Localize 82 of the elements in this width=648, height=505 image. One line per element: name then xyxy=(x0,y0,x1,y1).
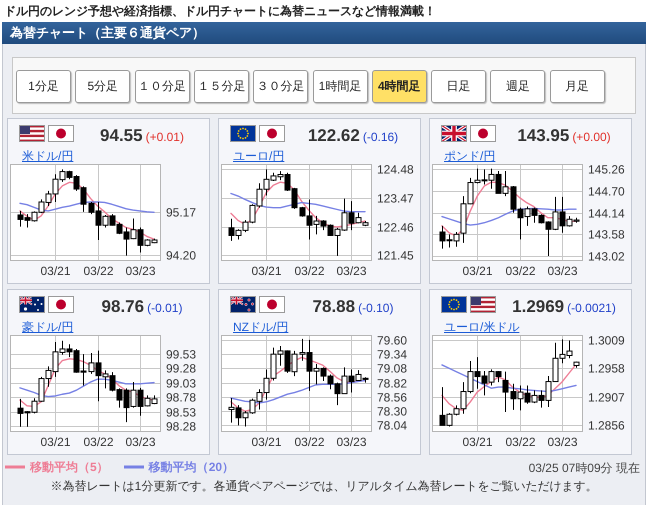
y-tick-label: 121.45 xyxy=(377,248,414,262)
chart-title: NZドル/円 xyxy=(233,320,288,335)
y-tick-label: 98.53 xyxy=(166,406,196,420)
text: (-0.0021) xyxy=(567,301,616,315)
text: 98.76 xyxy=(102,297,144,316)
y-tick-label: 78.56 xyxy=(377,390,408,404)
y-tick-label: 98.78 xyxy=(166,390,196,404)
text: 94.55 xyxy=(100,126,143,145)
y-tick-label: 1.2958 xyxy=(588,362,626,376)
legend-label: 移動平均（20） xyxy=(148,458,234,476)
text: 日足 xyxy=(431,70,486,103)
text: ※為替レートは1分更新です。各通貨ペアページでは、リアルタイム為替レートをご覧いただけます。 xyxy=(50,478,598,494)
y-tick-label: 95.17 xyxy=(166,206,196,220)
chart-title: 米ドル/円 xyxy=(22,149,74,164)
x-tick-label: 03/21 xyxy=(251,264,282,278)
y-tick-label: 143.02 xyxy=(588,250,626,264)
text: ドル円のレンジ予想や経済指標、ドル円チャートに為替ニュースなど情報満載！ xyxy=(4,3,436,19)
text: 為替チャート（主要６通貨ペア） xyxy=(2,22,646,44)
x-tick-label: 03/23 xyxy=(547,264,578,278)
y-tick-label: 123.47 xyxy=(377,192,414,206)
y-tick-label: 145.26 xyxy=(588,162,626,176)
x-tick-label: 03/22 xyxy=(83,264,114,278)
x-tick-label: 03/22 xyxy=(294,264,325,278)
y-tick-label: 122.46 xyxy=(377,220,414,234)
text: (-0.16) xyxy=(362,130,398,144)
text: 週足 xyxy=(490,70,546,103)
x-tick-label: 03/22 xyxy=(294,435,325,449)
text: 03/25 07時09分 現在 xyxy=(528,460,640,476)
x-tick-label: 03/23 xyxy=(125,435,156,449)
y-tick-label: 144.14 xyxy=(588,206,626,220)
chart-title: ユーロ/円 xyxy=(233,149,284,164)
text: ３０分足 xyxy=(253,70,308,103)
y-tick-label: 79.08 xyxy=(377,362,408,376)
y-tick-label: 78.82 xyxy=(377,376,408,390)
text: 143.95 xyxy=(517,126,570,145)
x-tick-label: 03/23 xyxy=(336,435,367,449)
x-tick-label: 03/21 xyxy=(462,435,493,449)
x-tick-label: 03/21 xyxy=(40,435,71,449)
x-tick-label: 03/21 xyxy=(462,264,493,278)
text: 122.62 xyxy=(308,126,360,145)
y-tick-label: 79.60 xyxy=(377,334,408,348)
text: 1時間足 xyxy=(312,70,368,103)
y-tick-label: 144.70 xyxy=(588,184,626,198)
y-tick-label: 78.04 xyxy=(377,418,408,432)
y-tick-label: 98.28 xyxy=(166,420,196,434)
x-tick-label: 03/23 xyxy=(547,435,578,449)
text: １５分足 xyxy=(194,70,249,103)
text: 4時間足 xyxy=(372,70,427,103)
x-tick-label: 03/21 xyxy=(40,264,71,278)
x-tick-label: 03/23 xyxy=(336,264,367,278)
y-tick-label: 124.48 xyxy=(377,162,414,176)
y-tick-label: 143.58 xyxy=(588,228,626,242)
y-tick-label: 1.2856 xyxy=(588,418,626,432)
legend-label: 移動平均（5） xyxy=(30,458,109,476)
chart-title: ユーロ/米ドル xyxy=(444,320,520,335)
text: (-0.01) xyxy=(147,301,182,315)
x-tick-label: 03/22 xyxy=(505,264,536,278)
text: 5分足 xyxy=(75,70,130,103)
y-tick-label: 79.34 xyxy=(377,348,408,362)
x-tick-label: 03/23 xyxy=(125,264,156,278)
text: 月足 xyxy=(550,70,605,103)
line-series xyxy=(441,208,577,226)
y-tick-label: 1.2907 xyxy=(588,390,626,404)
x-tick-label: 03/21 xyxy=(251,435,282,449)
chart-title: ポンド/円 xyxy=(444,149,496,164)
text: (-0.10) xyxy=(358,301,394,315)
candlestick xyxy=(502,371,508,413)
x-tick-label: 03/22 xyxy=(505,435,536,449)
y-tick-label: 78.30 xyxy=(377,404,408,418)
text: 78.88 xyxy=(312,297,356,316)
y-tick-label: 99.53 xyxy=(166,348,196,362)
text: (+0.00) xyxy=(572,130,611,144)
y-tick-label: 99.03 xyxy=(166,376,196,390)
y-tick-label: 99.28 xyxy=(166,362,196,376)
x-tick-label: 03/22 xyxy=(83,435,114,449)
chart-title: 豪ドル/円 xyxy=(22,320,74,335)
y-tick-label: 1.3009 xyxy=(588,334,626,348)
text: １０分足 xyxy=(134,70,190,103)
text: 1分足 xyxy=(16,70,71,103)
text: 1.2969 xyxy=(512,297,564,316)
text: (+0.01) xyxy=(146,130,184,144)
y-tick-label: 94.20 xyxy=(166,248,196,262)
